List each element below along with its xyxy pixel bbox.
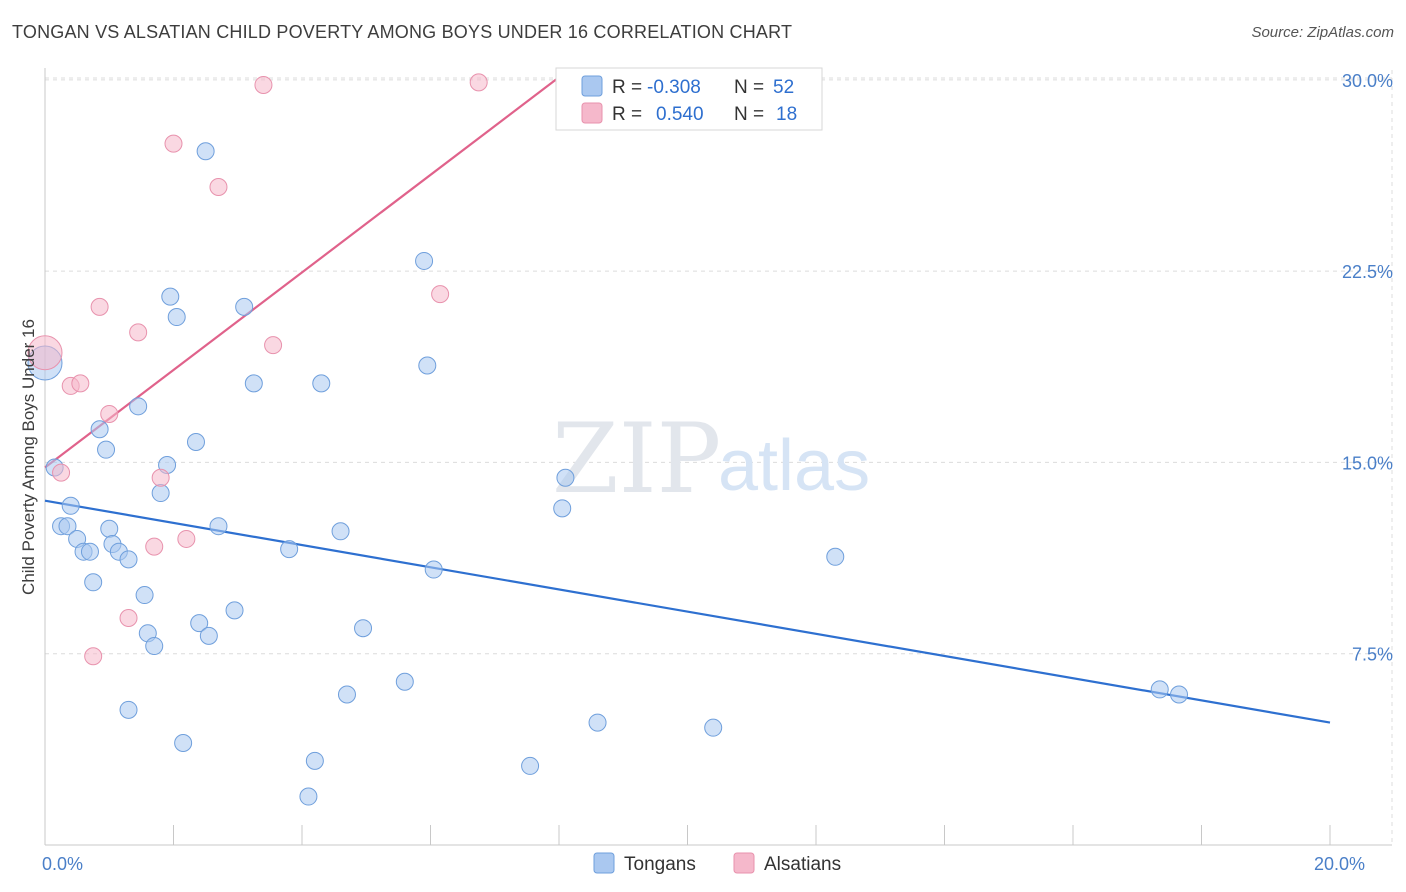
point-tongans <box>119 550 138 569</box>
point-tongans <box>337 685 356 704</box>
point-tongans <box>556 468 575 487</box>
chart-source: Source: ZipAtlas.com <box>1251 24 1394 41</box>
point-tongans <box>415 251 434 270</box>
legend-r-value-alsatians: 0.540 <box>656 104 704 125</box>
trend-line-tongans <box>44 499 1331 724</box>
point-tongans <box>209 517 228 536</box>
point-tongans <box>553 499 572 518</box>
point-tongans <box>704 718 723 737</box>
point-tongans <box>299 787 318 806</box>
legend-swatch-tongans <box>581 75 603 97</box>
legend-n-value-tongans: 52 <box>773 77 794 98</box>
y-tick-label: 15.0% <box>1342 453 1393 473</box>
x-tick-label: 0.0% <box>42 854 83 874</box>
point-alsatians <box>177 529 196 548</box>
trend-line-alsatians <box>44 76 560 469</box>
point-tongans <box>58 517 77 536</box>
point-alsatians <box>129 323 148 342</box>
point-tongans <box>129 397 148 416</box>
point-tongans <box>244 374 263 393</box>
point-tongans <box>312 374 331 393</box>
legend-n-value-alsatians: 18 <box>776 104 797 125</box>
point-alsatians <box>469 73 488 92</box>
point-alsatians <box>119 609 138 628</box>
series-legend-swatch-alsatians <box>733 852 755 874</box>
point-tongans <box>90 420 109 439</box>
point-tongans <box>196 142 215 161</box>
point-alsatians <box>145 537 164 556</box>
point-alsatians <box>164 134 183 153</box>
legend-r-label: R = <box>612 77 642 98</box>
y-tick-label: 22.5% <box>1342 262 1393 282</box>
point-tongans <box>1150 680 1169 699</box>
y-tick-label: 7.5% <box>1352 645 1393 665</box>
trend-lines <box>44 76 1331 724</box>
point-alsatians <box>100 404 119 423</box>
legend-r-label: R = <box>612 104 642 125</box>
point-alsatians <box>71 374 90 393</box>
point-tongans <box>331 522 350 541</box>
chart-title: TONGAN VS ALSATIAN CHILD POVERTY AMONG B… <box>12 22 793 42</box>
point-tongans <box>145 637 164 656</box>
point-tongans <box>521 756 540 775</box>
legend-n-label: N = <box>734 104 764 125</box>
point-alsatians <box>431 285 450 304</box>
watermark-atlas: atlas <box>718 426 870 506</box>
point-tongans <box>225 601 244 620</box>
axes: 7.5% 15.0% 22.5% 30.0% 0.0% 20.0% <box>42 68 1393 874</box>
point-alsatians <box>151 468 170 487</box>
point-tongans <box>151 484 170 503</box>
point-tongans <box>135 586 154 605</box>
x-tick-label: 20.0% <box>1314 854 1365 874</box>
point-tongans <box>395 672 414 691</box>
point-tongans <box>424 560 443 579</box>
data-points <box>27 73 1189 806</box>
point-alsatians <box>209 177 228 196</box>
point-tongans <box>80 542 99 561</box>
point-tongans <box>588 713 607 732</box>
point-tongans <box>418 356 437 375</box>
point-tongans <box>186 433 205 452</box>
legend-n-label: N = <box>734 77 764 98</box>
point-tongans <box>100 519 119 538</box>
point-alsatians <box>264 336 283 355</box>
point-tongans <box>235 297 254 316</box>
point-alsatians <box>52 463 71 482</box>
watermark-zip: ZIP <box>552 403 721 515</box>
series-legend: Tongans Alsatians <box>593 852 841 875</box>
point-tongans <box>354 619 373 638</box>
point-tongans <box>199 626 218 645</box>
legend-swatch-alsatians <box>581 102 603 124</box>
point-tongans <box>167 308 186 327</box>
point-tongans <box>826 547 845 566</box>
point-tongans <box>84 573 103 592</box>
series-legend-label-tongans: Tongans <box>624 854 696 875</box>
watermark: ZIP atlas <box>552 403 870 515</box>
point-tongans <box>161 287 180 306</box>
point-alsatians <box>90 297 109 316</box>
series-legend-label-alsatians: Alsatians <box>764 854 841 875</box>
point-tongans <box>305 751 324 770</box>
point-tongans <box>1170 685 1189 704</box>
point-tongans <box>174 733 193 752</box>
correlation-legend: R = -0.308 N = 52 R = 0.540 N = 18 <box>555 67 823 131</box>
point-alsatians <box>254 75 273 94</box>
point-tongans <box>97 440 116 459</box>
point-alsatians <box>84 647 103 666</box>
y-tick-label: 30.0% <box>1342 71 1393 91</box>
legend-r-value-tongans: -0.308 <box>647 77 701 98</box>
point-tongans <box>280 540 299 559</box>
point-tongans <box>119 700 138 719</box>
point-alsatians <box>27 335 63 371</box>
point-tongans <box>61 496 80 515</box>
series-legend-swatch-tongans <box>593 852 615 874</box>
y-axis-label: Child Poverty Among Boys Under 16 <box>19 319 38 595</box>
point-tongans <box>190 614 209 633</box>
